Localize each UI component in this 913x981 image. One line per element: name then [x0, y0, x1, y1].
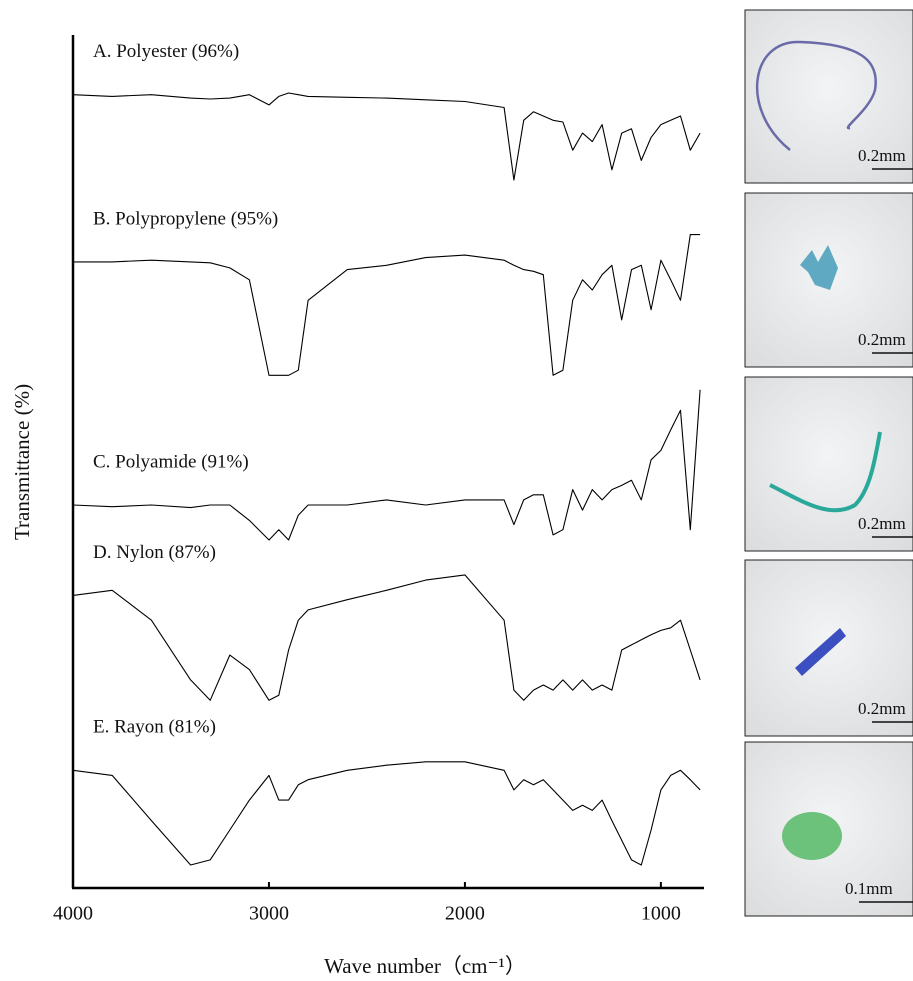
spectrum-line [72, 761, 701, 866]
series-label: D. Nylon (87%) [93, 542, 216, 563]
particle [782, 812, 842, 860]
photo-frame [744, 741, 913, 917]
scale-label: 0.2mm [858, 699, 906, 718]
spectrum-line [72, 574, 701, 701]
photo-frame [744, 376, 913, 552]
x-tick-label: 4000 [53, 903, 93, 925]
series-label: A. Polyester (96%) [93, 41, 239, 62]
y-axis-label: Transmittance (%) [10, 384, 34, 540]
x-tick-label: 3000 [249, 903, 289, 925]
x-tick-label: 2000 [445, 903, 485, 925]
x-tick-label: 1000 [641, 903, 681, 925]
photo: 0.1mm [744, 741, 913, 917]
spectrum-line [72, 92, 701, 181]
series-label: E. Rayon (81%) [93, 717, 216, 738]
scale-label: 0.1mm [845, 879, 893, 898]
fiber [769, 431, 882, 513]
series-label: B. Polypropylene (95%) [93, 208, 278, 229]
fiber [755, 40, 877, 151]
series-label: C. Polyamide (91%) [93, 451, 249, 472]
photo-frame [744, 9, 913, 184]
scale-label: 0.2mm [858, 514, 906, 533]
fragment [800, 245, 838, 290]
photo-column: 0.2mm 0.2mm 0.2mm 0.2mm 0.1mm [744, 9, 913, 917]
fiber [795, 628, 846, 676]
x-axis-label: Wave number（cm⁻¹） [324, 954, 526, 978]
scale-label: 0.2mm [858, 330, 906, 349]
spectrum-line [73, 234, 701, 376]
photo: 0.2mm [744, 192, 913, 368]
spectrum-line [72, 389, 701, 541]
scale-label: 0.2mm [858, 146, 906, 165]
photo: 0.2mm [744, 559, 913, 737]
photo: 0.2mm [744, 376, 913, 552]
photo: 0.2mm [744, 9, 913, 184]
